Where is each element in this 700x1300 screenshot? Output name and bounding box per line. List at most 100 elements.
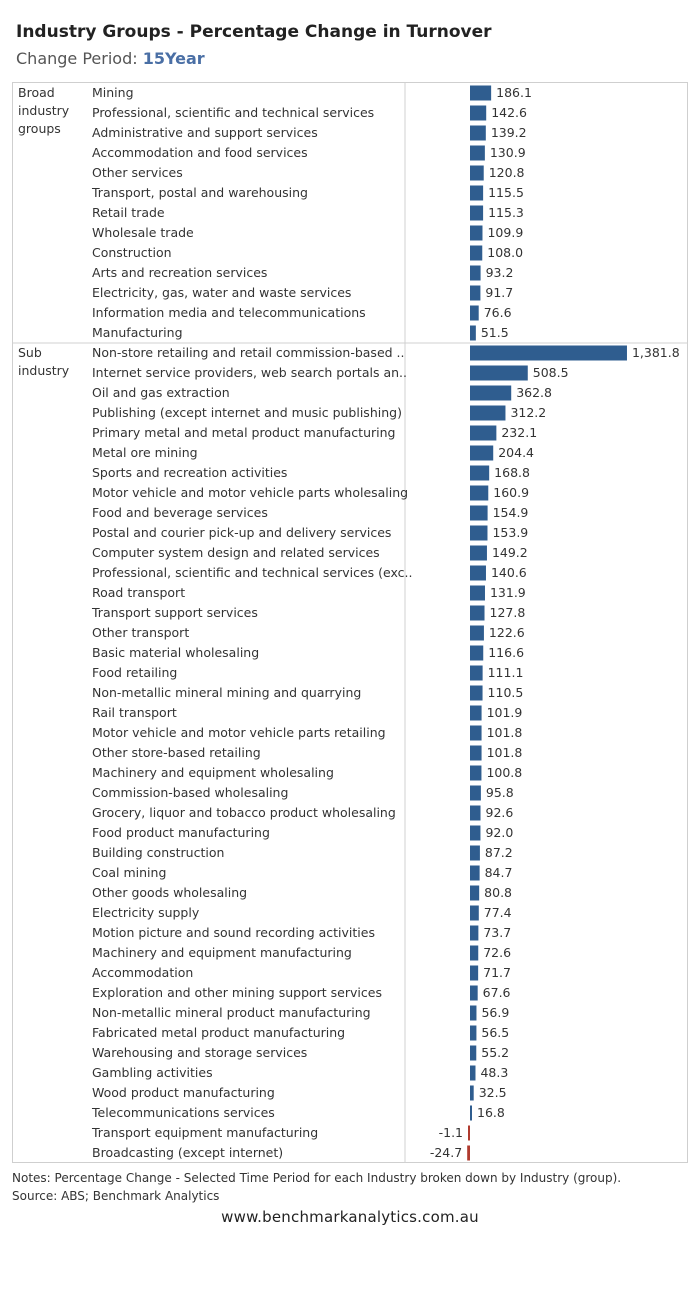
bar[interactable]	[470, 925, 479, 941]
category-label: Administrative and support services	[92, 125, 318, 140]
category-label: Other store-based retailing	[92, 745, 261, 760]
value-label: 91.7	[485, 285, 513, 300]
bar[interactable]	[470, 625, 484, 641]
category-label: Transport, postal and warehousing	[91, 185, 308, 200]
bar[interactable]	[470, 885, 480, 901]
bar[interactable]	[470, 325, 476, 341]
bar[interactable]	[470, 1045, 477, 1061]
chart-frame	[12, 82, 688, 1163]
value-label: 100.8	[486, 765, 522, 780]
website-url[interactable]: www.benchmarkanalytics.com.au	[221, 1208, 479, 1226]
bar[interactable]	[470, 965, 479, 981]
bar[interactable]	[470, 1105, 472, 1121]
value-label: 101.9	[487, 705, 523, 720]
bar[interactable]	[470, 1065, 476, 1081]
category-label: Accommodation	[92, 965, 193, 980]
bar[interactable]	[470, 405, 506, 421]
bar[interactable]	[470, 705, 482, 721]
value-label: 312.2	[510, 405, 546, 420]
bar[interactable]	[470, 145, 485, 161]
value-label: 115.5	[488, 185, 524, 200]
category-label: Building construction	[92, 845, 224, 860]
bar[interactable]	[470, 465, 490, 481]
bar[interactable]	[470, 185, 484, 201]
bar[interactable]	[470, 525, 488, 541]
value-label: 51.5	[481, 325, 509, 340]
category-label: Coal mining	[92, 865, 166, 880]
bar[interactable]	[470, 85, 492, 101]
bar[interactable]	[470, 605, 485, 621]
category-label: Wood product manufacturing	[92, 1085, 275, 1100]
category-label: Oil and gas extraction	[92, 385, 230, 400]
bar[interactable]	[470, 245, 483, 261]
category-label: Primary metal and metal product manufact…	[92, 425, 395, 440]
notes-text: Notes: Percentage Change - Selected Time…	[12, 1171, 622, 1185]
bar[interactable]	[470, 105, 487, 121]
category-label: Other transport	[92, 625, 189, 640]
category-label: Professional, scientific and technical s…	[92, 565, 413, 580]
bar[interactable]	[470, 345, 627, 361]
bar[interactable]	[470, 725, 482, 741]
value-label: 67.6	[483, 985, 511, 1000]
value-label: 95.8	[486, 785, 514, 800]
change-period-value[interactable]: 15Year	[142, 49, 205, 68]
value-label: 131.9	[490, 585, 526, 600]
bar[interactable]	[470, 125, 486, 141]
bar[interactable]	[470, 305, 479, 321]
bar[interactable]	[470, 985, 478, 1001]
category-label: Computer system design and related servi…	[92, 545, 380, 560]
category-label: Telecommunications services	[91, 1105, 275, 1120]
value-label: 508.5	[533, 365, 569, 380]
value-label: 362.8	[516, 385, 552, 400]
bar[interactable]	[470, 385, 512, 401]
bar[interactable]	[470, 205, 484, 221]
bar[interactable]	[470, 545, 487, 561]
bar[interactable]	[470, 945, 479, 961]
category-label: Grocery, liquor and tobacco product whol…	[92, 805, 396, 820]
value-label: 116.6	[488, 645, 524, 660]
bar[interactable]	[470, 285, 481, 301]
bar[interactable]	[470, 765, 482, 781]
bar[interactable]	[470, 905, 479, 921]
change-period-filter[interactable]: Change Period: 15Year	[16, 49, 205, 68]
bar[interactable]	[470, 785, 481, 801]
bar[interactable]	[470, 265, 481, 281]
value-label: 142.6	[491, 105, 527, 120]
bar[interactable]	[470, 745, 482, 761]
bar[interactable]	[470, 1085, 474, 1101]
bar[interactable]	[468, 1125, 470, 1141]
bar[interactable]	[470, 825, 481, 841]
bar[interactable]	[470, 505, 488, 521]
bar[interactable]	[470, 485, 489, 501]
bar[interactable]	[470, 645, 484, 661]
value-label: 71.7	[483, 965, 511, 980]
category-label: Transport equipment manufacturing	[91, 1125, 318, 1140]
value-label: 153.9	[492, 525, 528, 540]
bar[interactable]	[470, 845, 480, 861]
value-label: 77.4	[484, 905, 512, 920]
bar[interactable]	[470, 1025, 477, 1041]
value-label: 92.6	[486, 805, 514, 820]
bar[interactable]	[470, 1005, 477, 1021]
bar[interactable]	[470, 865, 480, 881]
value-label: 93.2	[486, 265, 514, 280]
category-label: Non-metallic mineral product manufacturi…	[92, 1005, 371, 1020]
bar[interactable]	[470, 225, 483, 241]
category-label: Wholesale trade	[92, 225, 194, 240]
bar[interactable]	[470, 805, 481, 821]
category-label: Electricity, gas, water and waste servic…	[92, 285, 351, 300]
value-label: 55.2	[481, 1045, 509, 1060]
category-label: Gambling activities	[92, 1065, 213, 1080]
category-label: Commission-based wholesaling	[92, 785, 288, 800]
bar[interactable]	[470, 565, 486, 581]
bar[interactable]	[467, 1145, 470, 1161]
bar[interactable]	[470, 585, 485, 601]
bar[interactable]	[470, 665, 483, 681]
bar[interactable]	[470, 165, 484, 181]
bar[interactable]	[470, 425, 497, 441]
bar[interactable]	[470, 685, 483, 701]
value-label: 32.5	[479, 1085, 507, 1100]
value-label: 120.8	[489, 165, 525, 180]
bar[interactable]	[470, 365, 528, 381]
bar[interactable]	[470, 445, 494, 461]
